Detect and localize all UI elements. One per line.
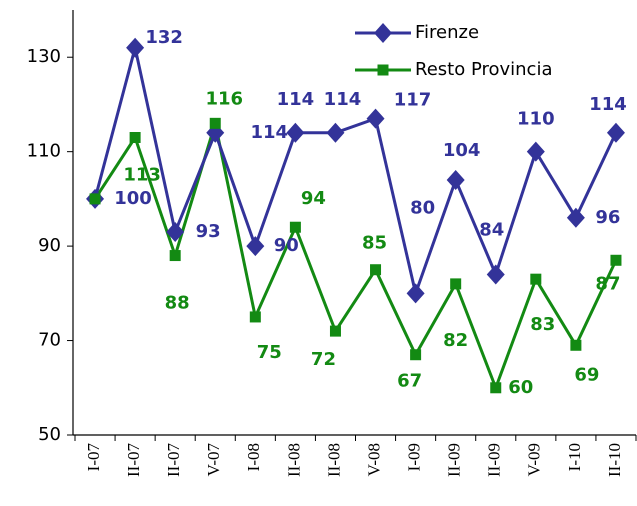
x-tick-label: II-09 (485, 443, 504, 477)
data-label: 132 (145, 27, 183, 48)
data-point (166, 221, 185, 242)
data-label: 84 (479, 219, 504, 240)
x-tick-label: II-07 (124, 443, 143, 477)
data-point (246, 236, 265, 257)
y-tick-label: 90 (38, 235, 61, 256)
data-point (370, 264, 382, 276)
x-tick-label: II-08 (324, 443, 343, 477)
data-point (410, 349, 422, 361)
legend-marker (377, 64, 389, 76)
data-point (249, 311, 261, 323)
data-point (606, 122, 625, 143)
data-label: 104 (443, 140, 481, 161)
x-tick-label: V-07 (204, 443, 223, 477)
data-label: 110 (517, 109, 555, 130)
data-label: 100 (114, 188, 152, 209)
data-label: 80 (410, 197, 435, 218)
data-label: 114 (277, 89, 315, 110)
y-tick-label: 130 (27, 46, 61, 67)
data-point (570, 339, 582, 351)
data-point (610, 254, 622, 266)
data-point (129, 132, 141, 143)
data-label: 113 (123, 165, 161, 186)
data-label: 114 (589, 94, 627, 115)
data-point (366, 108, 385, 129)
data-label: 116 (205, 88, 243, 109)
data-label: 67 (397, 371, 422, 392)
data-point (289, 221, 301, 233)
data-label: 72 (311, 349, 336, 370)
data-point (329, 325, 341, 337)
data-point (490, 382, 502, 394)
data-point (286, 122, 305, 143)
data-label: 88 (165, 293, 190, 314)
data-label: 94 (301, 188, 326, 209)
data-point (446, 170, 465, 190)
x-tick-label: II-07 (164, 443, 183, 477)
x-tick-label: II-10 (605, 443, 624, 477)
x-tick-label: I-10 (565, 443, 584, 471)
data-label: 90 (274, 235, 299, 256)
data-label: 83 (530, 314, 555, 335)
data-point (530, 273, 542, 285)
data-label: 69 (574, 364, 599, 385)
data-point (126, 37, 145, 58)
data-point (169, 250, 181, 262)
data-point (89, 193, 101, 205)
data-point (486, 264, 505, 285)
data-label: 85 (362, 233, 387, 254)
x-tick-label: I-09 (405, 443, 424, 471)
data-point (566, 207, 585, 228)
x-tick-label: V-08 (364, 443, 383, 476)
data-label: 93 (196, 221, 221, 242)
data-label: 114 (324, 89, 362, 110)
legend-label: Resto Provincia (415, 59, 553, 80)
data-label: 114 (250, 122, 288, 143)
x-tick-label: II-08 (284, 443, 303, 477)
data-label: 75 (257, 342, 282, 363)
data-point (406, 283, 425, 304)
y-tick-label: 70 (38, 330, 61, 351)
x-tick-label: I-08 (244, 443, 263, 471)
x-tick-label: V-09 (525, 443, 544, 476)
series-line (93, 47, 618, 299)
data-label: 117 (394, 90, 432, 111)
data-point (209, 117, 221, 129)
data-point (326, 122, 345, 143)
data-point (450, 278, 462, 290)
data-label: 87 (595, 273, 620, 294)
data-label: 96 (595, 207, 620, 228)
data-label: 60 (508, 377, 533, 398)
y-tick-label: 50 (38, 424, 61, 445)
x-tick-label: I-07 (84, 443, 103, 472)
x-tick-label: II-09 (445, 443, 464, 477)
y-tick-label: 110 (27, 141, 61, 162)
legend-marker (374, 23, 392, 43)
legend-label: Firenze (415, 22, 479, 43)
data-point (526, 141, 545, 162)
data-label: 82 (443, 330, 468, 351)
